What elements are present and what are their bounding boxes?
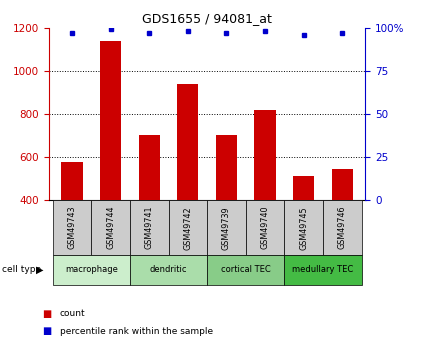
Text: count: count: [60, 309, 85, 318]
Bar: [332, 169, 353, 200]
Bar: [207, 200, 246, 255]
Text: GSM49744: GSM49744: [106, 206, 115, 249]
Bar: [177, 84, 198, 200]
Text: GSM49746: GSM49746: [338, 206, 347, 249]
Bar: [139, 136, 160, 200]
Text: percentile rank within the sample: percentile rank within the sample: [60, 327, 212, 336]
Bar: [284, 255, 362, 285]
Text: cell type: cell type: [2, 265, 41, 274]
Bar: [130, 200, 169, 255]
Text: macrophage: macrophage: [65, 265, 118, 275]
Text: GSM49743: GSM49743: [68, 206, 76, 249]
Text: GSM49742: GSM49742: [183, 206, 193, 249]
Bar: [293, 176, 314, 200]
Text: ■: ■: [42, 326, 52, 336]
Bar: [323, 200, 362, 255]
Bar: [62, 162, 82, 200]
Bar: [100, 41, 121, 200]
Title: GDS1655 / 94081_at: GDS1655 / 94081_at: [142, 12, 272, 25]
Bar: [91, 200, 130, 255]
Text: ▶: ▶: [36, 265, 43, 275]
Bar: [216, 136, 237, 200]
Bar: [53, 200, 91, 255]
Text: cortical TEC: cortical TEC: [221, 265, 271, 275]
Text: GSM49741: GSM49741: [145, 206, 154, 249]
Bar: [207, 255, 284, 285]
Text: GSM49745: GSM49745: [299, 206, 308, 249]
Bar: [284, 200, 323, 255]
Bar: [53, 255, 130, 285]
Text: dendritic: dendritic: [150, 265, 187, 275]
Bar: [255, 110, 276, 200]
Text: ■: ■: [42, 309, 52, 319]
Text: GSM49740: GSM49740: [261, 206, 269, 249]
Bar: [246, 200, 284, 255]
Bar: [169, 200, 207, 255]
Text: GSM49739: GSM49739: [222, 206, 231, 249]
Text: medullary TEC: medullary TEC: [292, 265, 354, 275]
Bar: [130, 255, 207, 285]
